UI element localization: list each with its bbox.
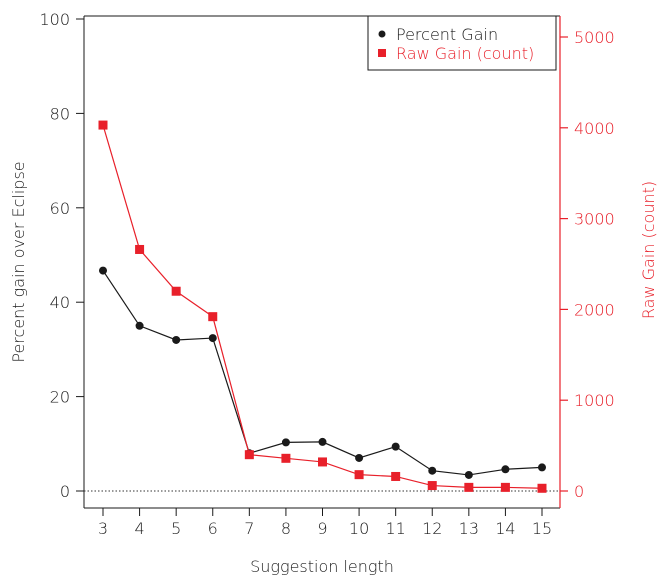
y-left-tick-label: 40: [50, 293, 70, 312]
y-axis-left-title: Percent gain over Eclipse: [9, 161, 28, 362]
raw-gain-point: [427, 481, 437, 491]
raw-gain-point: [318, 457, 327, 467]
legend-square-marker: [378, 49, 386, 57]
percent-gain-point: [135, 321, 144, 330]
percent-gain-point: [318, 437, 327, 446]
percent-gain-point: [391, 442, 400, 451]
raw-gain-point: [244, 450, 254, 460]
legend-box: [367, 15, 557, 71]
raw-gain-point: [281, 453, 291, 463]
raw-gain-series-line: [102, 124, 543, 489]
percent-gain-point: [501, 465, 510, 474]
y-right-tick-label: 3000: [574, 210, 615, 229]
percent-gain-point: [464, 470, 473, 479]
percent-gain-point: [99, 266, 107, 275]
raw-gain-point: [171, 286, 181, 296]
x-tick-label: 4: [134, 519, 144, 538]
x-tick-label: 10: [349, 519, 369, 538]
x-tick-label: 8: [281, 519, 291, 538]
x-tick-label: 6: [208, 519, 218, 538]
raw-gain-point: [98, 120, 108, 130]
legend-circle-marker: [378, 30, 386, 38]
y-left-tick-label: 0: [60, 482, 70, 501]
raw-gain-point: [537, 483, 547, 493]
x-tick-label: 5: [171, 519, 181, 538]
y-left-tick-label: 100: [39, 10, 70, 29]
y-left-tick-label: 20: [50, 388, 70, 407]
raw-gain-point: [464, 482, 474, 492]
raw-gain-point: [135, 244, 145, 254]
raw-gain-point: [391, 471, 401, 481]
x-tick-label: 7: [244, 519, 254, 538]
y-right-tick-label: 2000: [574, 300, 615, 319]
x-tick-label: 12: [422, 519, 442, 538]
x-tick-label: 13: [459, 519, 479, 538]
legend-label: Raw Gain (count): [396, 44, 534, 63]
x-tick-label: 9: [317, 519, 327, 538]
percent-gain-point: [538, 463, 546, 472]
y-right-tick-label: 5000: [574, 28, 615, 47]
x-tick-label: 11: [385, 519, 405, 538]
y-right-tick-label: 1000: [574, 391, 615, 410]
y-left-tick-label: 60: [50, 199, 70, 218]
percent-gain-point: [281, 438, 290, 447]
percent-gain-point: [172, 335, 181, 344]
percent-gain-point: [428, 466, 437, 475]
y-right-tick-label: 4000: [574, 119, 615, 138]
x-tick-label: 14: [495, 519, 515, 538]
raw-gain-point: [208, 312, 218, 322]
y-axis-right-title: Raw Gain (count): [639, 181, 658, 319]
raw-gain-point: [500, 482, 510, 492]
y-left-tick-label: 80: [50, 104, 70, 123]
x-axis-title: Suggestion length: [250, 557, 394, 576]
y-right-tick-label: 0: [574, 482, 584, 501]
percent-gain-point: [355, 453, 364, 462]
raw-gain-point: [354, 470, 364, 480]
x-tick-label: 15: [532, 519, 552, 538]
x-tick-label: 3: [98, 519, 108, 538]
percent-gain-point: [208, 334, 217, 343]
legend-label: Percent Gain: [396, 25, 498, 44]
